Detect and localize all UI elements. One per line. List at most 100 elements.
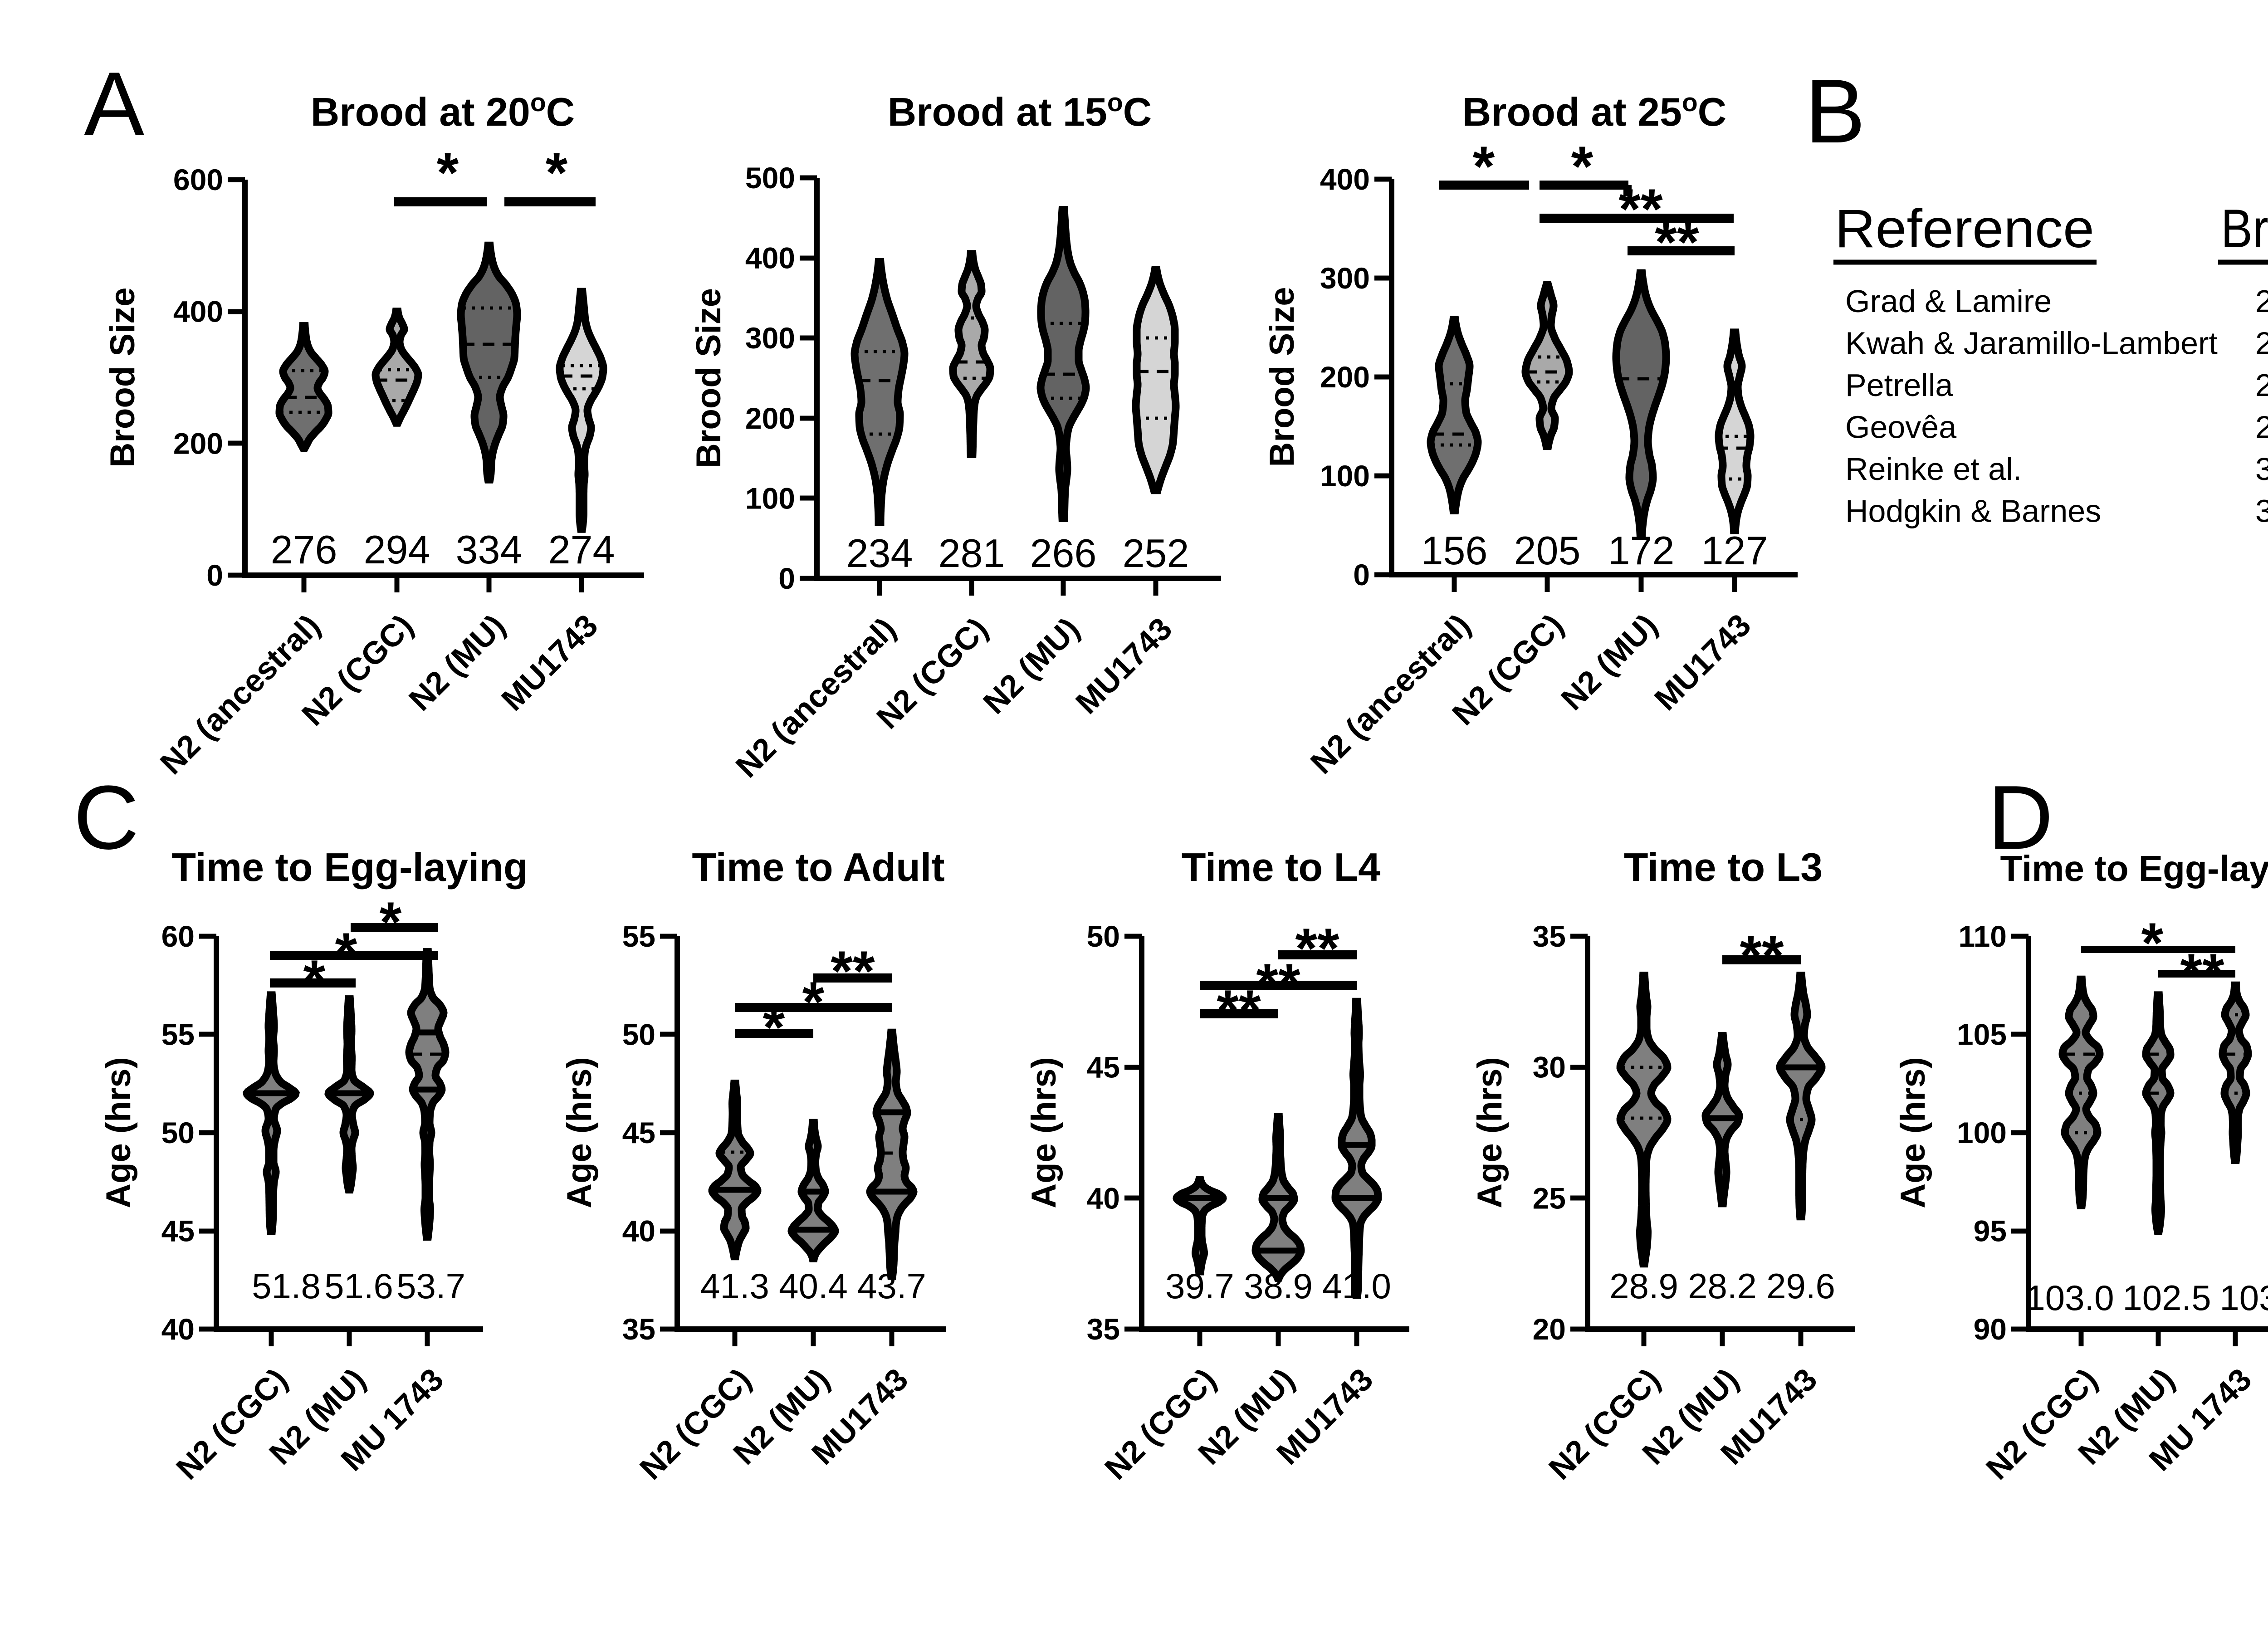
- svg-text:55: 55: [161, 1018, 195, 1051]
- svg-text:103.7: 103.7: [2219, 1278, 2268, 1318]
- svg-text:41.0: 41.0: [1322, 1266, 1391, 1306]
- svg-text:400: 400: [1320, 162, 1370, 196]
- svg-text:20: 20: [1533, 1312, 1566, 1346]
- svg-text:Age (hrs): Age (hrs): [99, 1057, 138, 1208]
- svg-text:280: 280: [2255, 410, 2268, 445]
- svg-text:200: 200: [745, 401, 795, 435]
- svg-text:*: *: [1473, 135, 1495, 198]
- svg-text:Reinke et al.: Reinke et al.: [1845, 451, 2022, 487]
- svg-text:281: 281: [938, 531, 1005, 576]
- svg-text:Hodgkin & Barnes: Hodgkin & Barnes: [1845, 494, 2101, 529]
- svg-text:45: 45: [161, 1214, 195, 1248]
- svg-text:Brood Size: Brood Size: [103, 288, 142, 468]
- svg-text:Kwah & Jaramillo-Lambert: Kwah & Jaramillo-Lambert: [1845, 326, 2218, 361]
- svg-text:Age (hrs): Age (hrs): [1471, 1057, 1509, 1208]
- svg-text:40: 40: [161, 1312, 195, 1346]
- svg-text:Age (hrs): Age (hrs): [560, 1057, 599, 1208]
- svg-text:50: 50: [161, 1116, 195, 1149]
- svg-text:*: *: [546, 142, 568, 205]
- svg-text:Age (hrs): Age (hrs): [1894, 1057, 1932, 1208]
- svg-text:100: 100: [745, 481, 795, 515]
- svg-text:220: 220: [2255, 326, 2268, 361]
- svg-text:234: 234: [846, 531, 913, 576]
- svg-text:*: *: [437, 142, 459, 205]
- svg-text:90: 90: [1974, 1312, 2007, 1346]
- svg-text:95: 95: [1974, 1214, 2007, 1248]
- svg-text:38.9: 38.9: [1244, 1266, 1313, 1306]
- svg-text:**: **: [831, 940, 875, 1003]
- svg-text:200: 200: [173, 426, 223, 460]
- svg-text:**: **: [2180, 943, 2224, 1006]
- svg-text:35: 35: [1533, 919, 1566, 953]
- svg-text:156: 156: [1421, 528, 1488, 573]
- svg-text:51.6: 51.6: [324, 1266, 393, 1306]
- svg-text:210: 210: [2255, 284, 2268, 319]
- svg-text:40: 40: [1087, 1181, 1120, 1215]
- svg-text:266: 266: [1030, 531, 1097, 576]
- svg-text:102.5: 102.5: [2122, 1278, 2211, 1318]
- svg-text:110: 110: [1959, 919, 2007, 953]
- svg-text:51.8: 51.8: [252, 1266, 321, 1306]
- svg-text:41.3: 41.3: [700, 1266, 769, 1306]
- svg-text:105: 105: [1957, 1018, 2007, 1051]
- svg-text:127: 127: [1701, 528, 1768, 573]
- svg-text:30: 30: [1533, 1051, 1566, 1084]
- svg-text:200: 200: [1320, 360, 1370, 394]
- svg-text:50: 50: [1087, 919, 1120, 953]
- svg-text:300: 300: [1320, 261, 1370, 295]
- svg-text:D: D: [1988, 767, 2053, 868]
- svg-text:35: 35: [1087, 1312, 1120, 1346]
- svg-text:53.7: 53.7: [396, 1266, 465, 1306]
- svg-text:Grad & Lamire: Grad & Lamire: [1845, 284, 2052, 319]
- svg-text:35: 35: [622, 1312, 655, 1346]
- svg-text:252: 252: [1123, 531, 1189, 576]
- svg-text:103.0: 103.0: [2025, 1278, 2114, 1318]
- svg-text:Time to Egg-laying 15oC: Time to Egg-laying 15oC: [2000, 847, 2268, 889]
- svg-text:25: 25: [1533, 1181, 1566, 1215]
- svg-text:28.9: 28.9: [1609, 1266, 1678, 1306]
- svg-text:400: 400: [173, 295, 223, 328]
- svg-text:Age (hrs): Age (hrs): [1025, 1057, 1063, 1208]
- svg-text:334: 334: [456, 527, 523, 572]
- svg-text:*: *: [2141, 912, 2164, 975]
- svg-text:50: 50: [622, 1018, 655, 1051]
- svg-text:Brood Size: Brood Size: [689, 288, 728, 468]
- svg-text:294: 294: [364, 527, 430, 572]
- svg-text:225: 225: [2255, 367, 2268, 403]
- svg-text:Reference: Reference: [1835, 198, 2094, 259]
- svg-text:45: 45: [622, 1116, 655, 1149]
- svg-text:C: C: [73, 767, 139, 868]
- svg-text:205: 205: [1514, 528, 1581, 573]
- svg-text:60: 60: [161, 919, 195, 953]
- svg-text:600: 600: [173, 163, 223, 196]
- svg-text:276: 276: [271, 527, 337, 572]
- svg-text:*: *: [335, 922, 357, 985]
- svg-text:**: **: [1295, 917, 1339, 980]
- svg-text:0: 0: [778, 562, 795, 595]
- svg-text:100: 100: [1320, 459, 1370, 493]
- svg-text:Geovêa: Geovêa: [1845, 410, 1956, 445]
- svg-text:0: 0: [206, 558, 223, 592]
- svg-text:Time to L3: Time to L3: [1624, 845, 1823, 890]
- svg-text:Brood Size: Brood Size: [1263, 287, 1301, 467]
- svg-text:*: *: [380, 891, 402, 954]
- svg-text:500: 500: [745, 161, 795, 195]
- svg-text:400: 400: [745, 241, 795, 275]
- svg-text:45: 45: [1087, 1051, 1120, 1084]
- svg-text:Brood at 15oC: Brood at 15oC: [888, 88, 1152, 134]
- svg-text:300: 300: [745, 321, 795, 355]
- svg-text:**: **: [1740, 924, 1784, 988]
- svg-text:305: 305: [2255, 451, 2268, 487]
- svg-text:100: 100: [1957, 1116, 2007, 1149]
- svg-text:274: 274: [548, 527, 615, 572]
- svg-text:Petrella: Petrella: [1845, 367, 1953, 403]
- svg-text:Time to L4: Time to L4: [1182, 845, 1381, 890]
- svg-text:55: 55: [622, 919, 655, 953]
- svg-text:39.7: 39.7: [1165, 1266, 1234, 1306]
- svg-text:28.2: 28.2: [1688, 1266, 1757, 1306]
- svg-text:43.7: 43.7: [857, 1266, 926, 1306]
- svg-text:0: 0: [1353, 558, 1370, 592]
- svg-text:172: 172: [1608, 528, 1675, 573]
- svg-text:327: 327: [2255, 494, 2268, 529]
- svg-text:**: **: [1618, 178, 1663, 241]
